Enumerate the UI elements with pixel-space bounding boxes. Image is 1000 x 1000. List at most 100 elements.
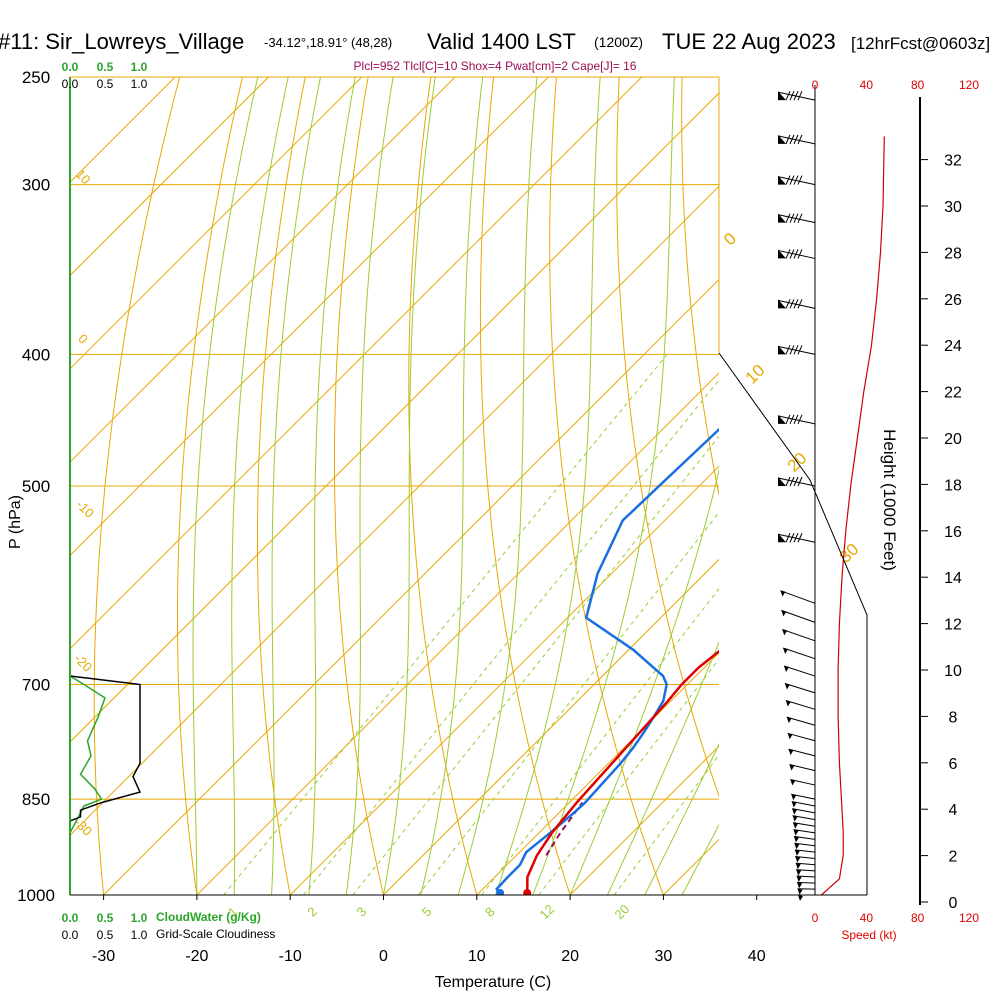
wind-barb-pennant <box>795 863 801 870</box>
wind-barb-shaft <box>793 829 816 834</box>
wind-barb-pennant <box>794 843 800 850</box>
cloudiness-trace <box>69 675 142 822</box>
wind-barb-feather <box>785 533 791 543</box>
x-axis-title: Temperature (C) <box>435 974 551 991</box>
height-tick-label: 4 <box>949 802 958 819</box>
wind-barb-shaft <box>777 91 816 101</box>
wind-barb <box>795 856 816 863</box>
isotherm-line <box>70 77 269 277</box>
wind-barb-feather <box>789 476 795 487</box>
wind-barb <box>794 849 816 856</box>
thermo-grid <box>70 77 719 895</box>
wind-barb <box>787 732 816 742</box>
cloudiness-bottom-tick: 0.0 <box>62 928 79 942</box>
pressure-tick-label: 700 <box>22 676 50 695</box>
stability-indices: Plcl=952 Tlcl[C]=10 Shox=4 Pwat[cm]=2 Ca… <box>354 59 637 73</box>
wind-barb <box>777 134 816 145</box>
wind-barb-pennant <box>792 815 798 822</box>
wind-barb-feather <box>797 213 803 223</box>
wind-barb <box>797 881 816 889</box>
surface-dewpoint-dot <box>496 889 505 895</box>
height-tick-label: 24 <box>944 338 962 355</box>
wind-barb <box>791 800 816 808</box>
wind-barb-pennant <box>778 175 786 185</box>
wind-barb <box>793 835 816 843</box>
wind-barb <box>792 808 816 815</box>
pressure-tick-label: 500 <box>22 477 50 496</box>
wind-barb <box>790 779 816 786</box>
wind-barb-feather <box>789 175 795 185</box>
wind-barb-shaft <box>784 683 816 694</box>
speed-bottom-tick: 80 <box>911 911 925 925</box>
wind-barb <box>796 869 816 876</box>
isotherm-line <box>289 465 719 895</box>
isotherm-line <box>476 652 719 895</box>
wind-barb-pennant <box>789 764 795 771</box>
wind-barb <box>781 609 816 623</box>
moist-adiabat <box>192 77 259 895</box>
wind-barb-shaft <box>792 822 816 827</box>
x-tick-label: -30 <box>92 948 115 965</box>
wind-barb-feather <box>797 90 803 101</box>
isotherm-line <box>70 185 719 837</box>
wind-barb-feather <box>793 345 799 355</box>
wind-barb-pennant <box>792 808 798 815</box>
height-tick-label: 8 <box>949 709 958 726</box>
wind-barb <box>791 793 816 801</box>
moist-adiabat <box>457 77 538 895</box>
height-tick-label: 26 <box>944 292 962 309</box>
height-tick-label: 0 <box>949 895 958 912</box>
temperature-trace <box>525 649 719 895</box>
speed-bottom-tick: 120 <box>959 911 979 925</box>
wind-barb-pennant <box>798 895 803 901</box>
wind-barb-feather <box>785 213 791 223</box>
wind-barb-pennant <box>796 876 802 883</box>
moist-adiabat <box>606 641 719 895</box>
cloud-water-bottom-tick: 0.0 <box>62 911 79 925</box>
dry-adiabat <box>479 77 571 895</box>
cloudiness-bottom-tick: 1.0 <box>131 928 148 942</box>
isotherm-line <box>383 558 719 895</box>
plot-boundary <box>718 352 868 895</box>
wind-barb-feather <box>789 299 795 309</box>
wind-barb-pennant <box>793 836 799 843</box>
wind-barb-feather <box>789 533 795 543</box>
wind-barb-feather <box>797 414 803 425</box>
wind-panel <box>777 85 816 901</box>
wind-barb-pennant <box>791 801 797 808</box>
wind-barb-feather <box>793 249 799 259</box>
wind-barb-shaft <box>785 700 816 710</box>
wind-barb-pennant <box>784 683 790 690</box>
wind-barb-shaft <box>791 800 816 807</box>
wind-barb-shaft <box>781 609 816 623</box>
wind-barb-pennant <box>787 733 793 740</box>
wind-barb-feather <box>789 345 795 355</box>
dry-adiabat <box>93 77 181 895</box>
cloud-water-bottom-tick: 0.5 <box>97 911 114 925</box>
wind-barb-shaft <box>777 299 816 309</box>
surface-temperature-dot <box>523 889 532 895</box>
wind-barb-pennant <box>786 717 792 724</box>
height-tick-label: 32 <box>944 153 962 170</box>
wind-barb-feather <box>785 345 791 355</box>
speed-top-tick: 80 <box>911 78 925 92</box>
moist-adiabat <box>308 77 356 895</box>
wind-barb <box>796 875 816 883</box>
wind-barb <box>777 299 816 309</box>
chart-axes: 250 300 400 500 700 850 1000 -30 -20 -10 0 10 20 30 40 <box>17 68 868 965</box>
speed-top-tick: 40 <box>860 78 874 92</box>
moist-adiabat <box>345 77 394 895</box>
x-tick-label: -10 <box>279 948 302 965</box>
height-tick-label: 2 <box>949 849 958 866</box>
moist-adiabat <box>532 77 675 895</box>
wind-barb <box>777 175 816 186</box>
mixing-ratio-line <box>613 754 719 895</box>
wind-barb-pennant <box>794 849 800 856</box>
height-tick-label: 6 <box>949 756 958 773</box>
wind-barb-feather <box>793 213 799 223</box>
wind-speed-trace <box>820 136 885 896</box>
wind-barb-shaft <box>795 856 816 859</box>
wind-barb-pennant <box>797 888 803 895</box>
wind-barb-feather <box>797 134 803 145</box>
